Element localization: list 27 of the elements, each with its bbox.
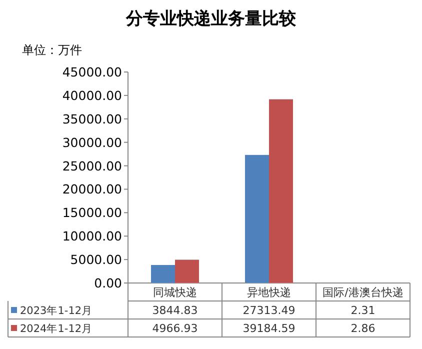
y-axis-title: 单位：万件 xyxy=(22,43,82,57)
bar xyxy=(151,264,175,283)
y-tick-label: 0.00 xyxy=(94,276,122,290)
y-tick-label: 35000.00 xyxy=(62,111,122,126)
bar xyxy=(245,154,269,283)
data-label: 39184.59 xyxy=(242,322,296,335)
y-tick-label: 10000.00 xyxy=(62,228,122,244)
y-tick-label: 20000.00 xyxy=(62,182,122,197)
data-label: 27313.49 xyxy=(242,304,296,317)
x-tick-label: 异地快递 xyxy=(247,286,291,299)
data-label: 3844.83 xyxy=(152,304,198,317)
y-tick-label: 30000.00 xyxy=(62,134,122,150)
data-label: 4966.93 xyxy=(152,322,198,335)
bar xyxy=(175,260,199,283)
x-tick-label: 同城快递 xyxy=(153,286,197,299)
chart-title: 分专业快递业务量比较 xyxy=(125,9,297,29)
data-label: 2.31 xyxy=(350,304,376,317)
y-tick-label: 45000.00 xyxy=(62,64,122,80)
legend-label: 2023年1-12月 xyxy=(20,305,93,317)
y-tick-label: 5000.00 xyxy=(70,252,122,268)
y-tick-label: 15000.00 xyxy=(62,205,122,220)
x-tick-label: 国际/港澳台快递 xyxy=(322,286,404,299)
bar xyxy=(269,99,293,283)
legend-label: 2024年1-12月 xyxy=(20,323,93,335)
data-label: 2.86 xyxy=(350,322,376,335)
y-tick-label: 40000.00 xyxy=(62,88,122,103)
y-tick-label: 25000.00 xyxy=(62,158,122,174)
